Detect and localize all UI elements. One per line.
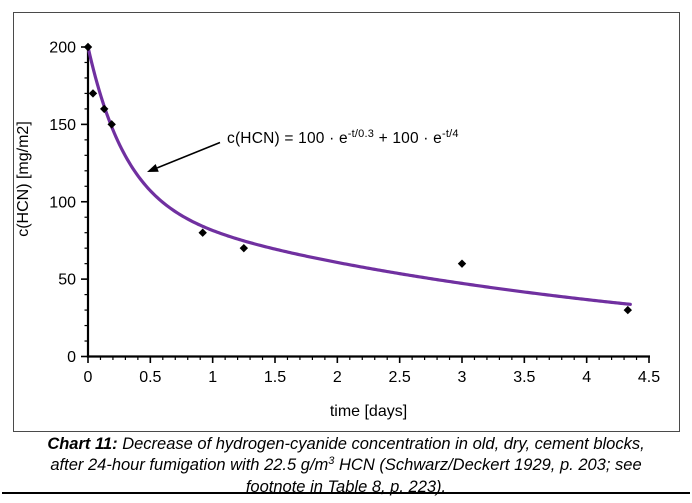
formula-prefix: c(HCN) = 100 · e [227, 130, 348, 147]
svg-text:4.5: 4.5 [638, 369, 660, 386]
svg-text:200: 200 [49, 40, 76, 57]
svg-text:2.5: 2.5 [389, 369, 411, 386]
svg-text:1.5: 1.5 [264, 369, 286, 386]
svg-text:time [days]: time [days] [330, 403, 407, 420]
svg-text:3.5: 3.5 [513, 369, 535, 386]
caption-line-2: after 24-hour fumigation with 22.5 g/m3 … [50, 454, 642, 474]
svg-text:0: 0 [84, 369, 93, 386]
svg-text:100: 100 [49, 194, 76, 211]
svg-text:c(HCN) [mg/m2]: c(HCN) [mg/m2] [15, 121, 32, 237]
svg-text:50: 50 [58, 272, 76, 289]
caption-line-3: footnote in Table 8, p. 223). [245, 478, 447, 496]
svg-text:4: 4 [582, 369, 591, 386]
caption-line-1: Chart 11: Decrease of hydrogen-cyanide c… [47, 435, 645, 453]
chart-area: 0 50 100 150 200 0 0.5 1 1.5 2 2.5 3 3.5 4 4.5 time [da… [13, 12, 680, 432]
formula-exponent-1: -t/0.3 [347, 128, 375, 140]
svg-text:0: 0 [67, 349, 76, 366]
figure-caption: Chart 11: Decrease of hydrogen-cyanide c… [0, 434, 692, 498]
svg-text:3: 3 [458, 369, 467, 386]
svg-text:1: 1 [208, 369, 217, 386]
formula-mid: + 100 · e [374, 130, 442, 147]
caption-superscript-3: 3 [328, 454, 335, 467]
svg-text:2: 2 [333, 369, 342, 386]
svg-text:0.5: 0.5 [139, 369, 161, 386]
bottom-rule [2, 492, 690, 494]
caption-label: Chart 11: [47, 435, 118, 453]
chart-plot: 0 50 100 150 200 0 0.5 1 1.5 2 2.5 3 3.5 4 4.5 time [da… [15, 40, 660, 421]
formula-exponent-2: -t/4 [441, 128, 459, 140]
curve-formula-annotation: c(HCN) = 100 · e-t/0.3 + 100 · e-t/4 [227, 128, 459, 150]
svg-text:150: 150 [49, 117, 76, 134]
